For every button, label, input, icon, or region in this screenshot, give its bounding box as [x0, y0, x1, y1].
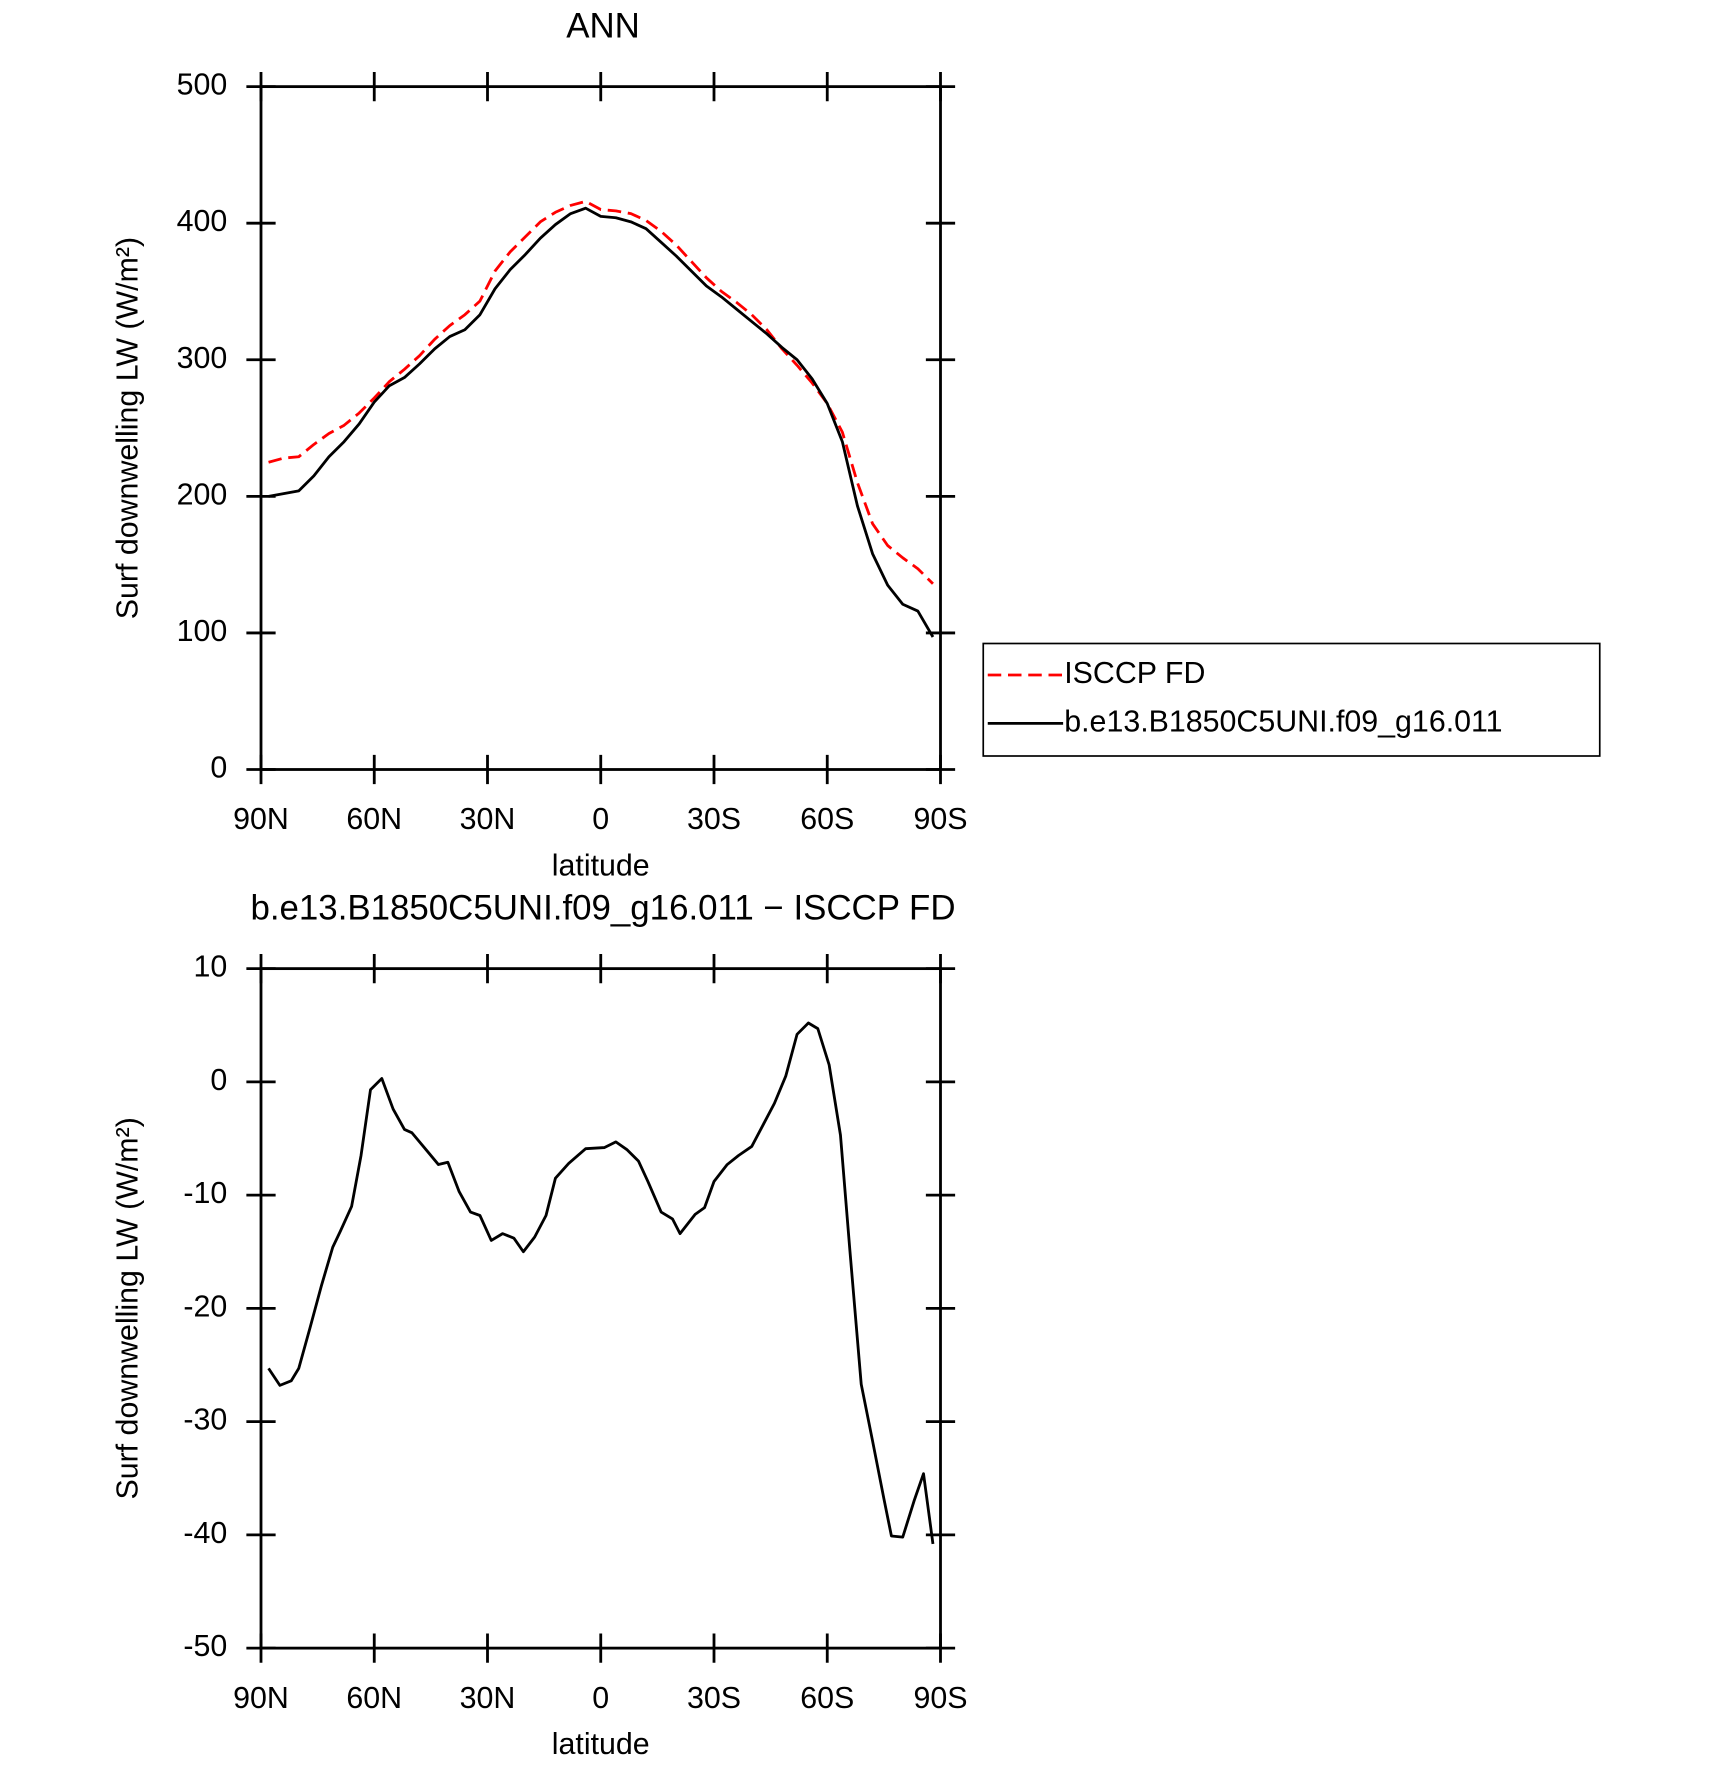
x-tick-label: 30N: [460, 803, 516, 836]
chart-title: ANN: [566, 6, 640, 45]
x-tick-label: 60N: [346, 803, 402, 836]
x-tick-label: 90N: [233, 803, 289, 836]
x-axis-label: latitude: [552, 1728, 650, 1761]
x-tick-label: 60S: [800, 1682, 854, 1715]
y-tick-label: 0: [210, 752, 227, 785]
x-tick-label: 90S: [913, 803, 967, 836]
y-tick-label: -30: [183, 1404, 227, 1437]
chart-title: b.e13.B1850C5UNI.f09_g16.011 − ISCCP FD: [250, 888, 955, 927]
legend-box: [982, 642, 1601, 757]
y-tick-label: 100: [177, 615, 228, 648]
plot-frame: [259, 967, 942, 1650]
y-tick-label: 10: [193, 951, 227, 984]
data-line: [268, 206, 935, 638]
x-tick-label: 60S: [800, 803, 854, 836]
y-tick-label: 400: [177, 205, 228, 238]
x-tick-label: 30S: [687, 1682, 741, 1715]
y-tick-label: -10: [183, 1177, 227, 1210]
x-tick-label: 60N: [346, 1682, 402, 1715]
data-line: [267, 1021, 935, 1545]
x-axis-label: latitude: [552, 849, 650, 882]
x-tick-label: 30N: [460, 1682, 516, 1715]
data-line: [268, 199, 934, 585]
x-tick-label: 90S: [913, 1682, 967, 1715]
y-tick-label: 0: [210, 1064, 227, 1097]
x-tick-label: 90N: [233, 1682, 289, 1715]
y-axis-label: Surf downwelling LW (W/m²): [111, 237, 144, 619]
legend-label: ISCCP FD: [1064, 657, 1205, 690]
y-tick-label: -20: [183, 1290, 227, 1323]
y-tick-label: 500: [177, 69, 228, 102]
plot-frame: [259, 85, 942, 771]
y-tick-label: 200: [177, 478, 228, 511]
legend-label: b.e13.B1850C5UNI.f09_g16.011: [1064, 705, 1502, 738]
x-tick-label: 0: [592, 1682, 609, 1715]
x-tick-label: 0: [592, 803, 609, 836]
y-tick-label: 300: [177, 342, 228, 375]
x-tick-label: 30S: [687, 803, 741, 836]
y-axis-label: Surf downwelling LW (W/m²): [111, 1117, 144, 1499]
y-tick-label: -50: [183, 1630, 227, 1663]
y-tick-label: -40: [183, 1517, 227, 1550]
